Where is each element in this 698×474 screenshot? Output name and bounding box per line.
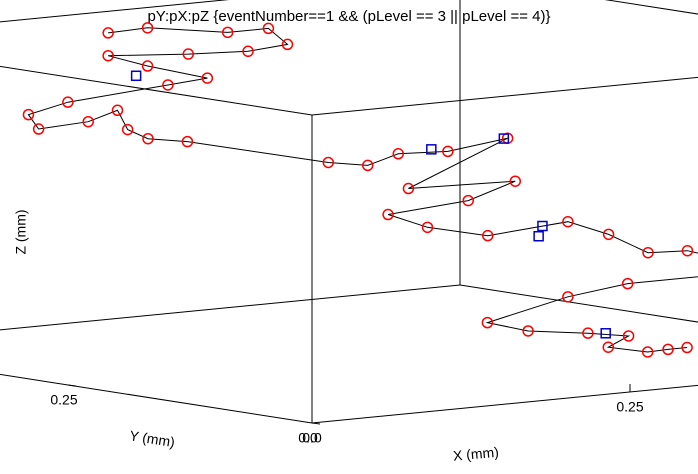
- box-edge: [0, 65, 313, 116]
- plot-area: [22, 22, 698, 358]
- data-point: [662, 343, 674, 356]
- data-point: [142, 132, 154, 145]
- data-point: [600, 328, 611, 339]
- data-point: [537, 220, 548, 232]
- y-tick: [67, 384, 77, 387]
- data-point: [481, 316, 494, 329]
- data-point: [82, 115, 94, 128]
- data-point: [462, 194, 474, 207]
- data-point: [162, 79, 174, 91]
- data-point: [602, 228, 615, 241]
- data-point: [442, 145, 454, 158]
- data-point: [121, 123, 134, 136]
- data-point: [322, 156, 335, 169]
- x-tick-label: 0.25: [616, 399, 643, 415]
- data-point: [392, 148, 405, 160]
- data-point: [402, 182, 415, 195]
- data-point: [642, 246, 654, 259]
- box-edge: [459, 284, 698, 323]
- y-tick-label: 0.0: [298, 430, 318, 446]
- data-point: [111, 104, 124, 117]
- data-point: [482, 229, 494, 242]
- data-point: [130, 70, 142, 82]
- data-point: [102, 49, 114, 62]
- data-point: [62, 96, 74, 108]
- x-tick-label: 0.0: [302, 430, 322, 446]
- data-point: [22, 108, 35, 121]
- data-point: [361, 159, 374, 172]
- data-point: [681, 341, 693, 354]
- data-point: [562, 291, 574, 303]
- y-tick: [311, 422, 321, 425]
- data-point: [533, 230, 544, 242]
- data-point: [382, 208, 394, 221]
- box-edge: [0, 284, 461, 331]
- data-point: [242, 45, 254, 58]
- box-edge: [0, 373, 313, 424]
- z-axis-title: Z (mm): [13, 209, 29, 254]
- data-point: [421, 221, 434, 234]
- data-point: [221, 26, 234, 39]
- track-line: [27, 27, 698, 353]
- data-point: [281, 38, 294, 51]
- data-point: [641, 346, 654, 358]
- box-edge: [0, 0, 230, 23]
- data-point: [141, 60, 154, 72]
- data-point: [621, 277, 634, 290]
- x-axis-title: X (mm): [452, 444, 499, 464]
- data-point: [562, 215, 574, 228]
- data-point: [681, 244, 694, 257]
- data-point: [141, 22, 154, 34]
- chart-title: pY:pX:pZ {eventNumber==1 && (pLevel == 3…: [147, 8, 550, 25]
- data-point: [582, 327, 594, 339]
- data-point: [498, 133, 510, 144]
- data-point: [426, 144, 437, 155]
- data-point: [522, 325, 534, 337]
- y-tick-label: 0.25: [50, 392, 77, 408]
- data-point: [509, 175, 522, 187]
- frame: 0.00.250.50.00.250.50.02.55.0X (mm)Y (mm…: [0, 0, 698, 464]
- data-point: [181, 135, 194, 148]
- data-point: [32, 123, 45, 135]
- data-point: [602, 341, 615, 353]
- data-point: [201, 72, 214, 84]
- data-point: [262, 22, 275, 35]
- y-axis-title: Y (mm): [128, 427, 176, 450]
- data-point: [102, 27, 114, 39]
- box-edge: [311, 76, 698, 116]
- data-point: [622, 330, 635, 342]
- data-point: [182, 48, 195, 60]
